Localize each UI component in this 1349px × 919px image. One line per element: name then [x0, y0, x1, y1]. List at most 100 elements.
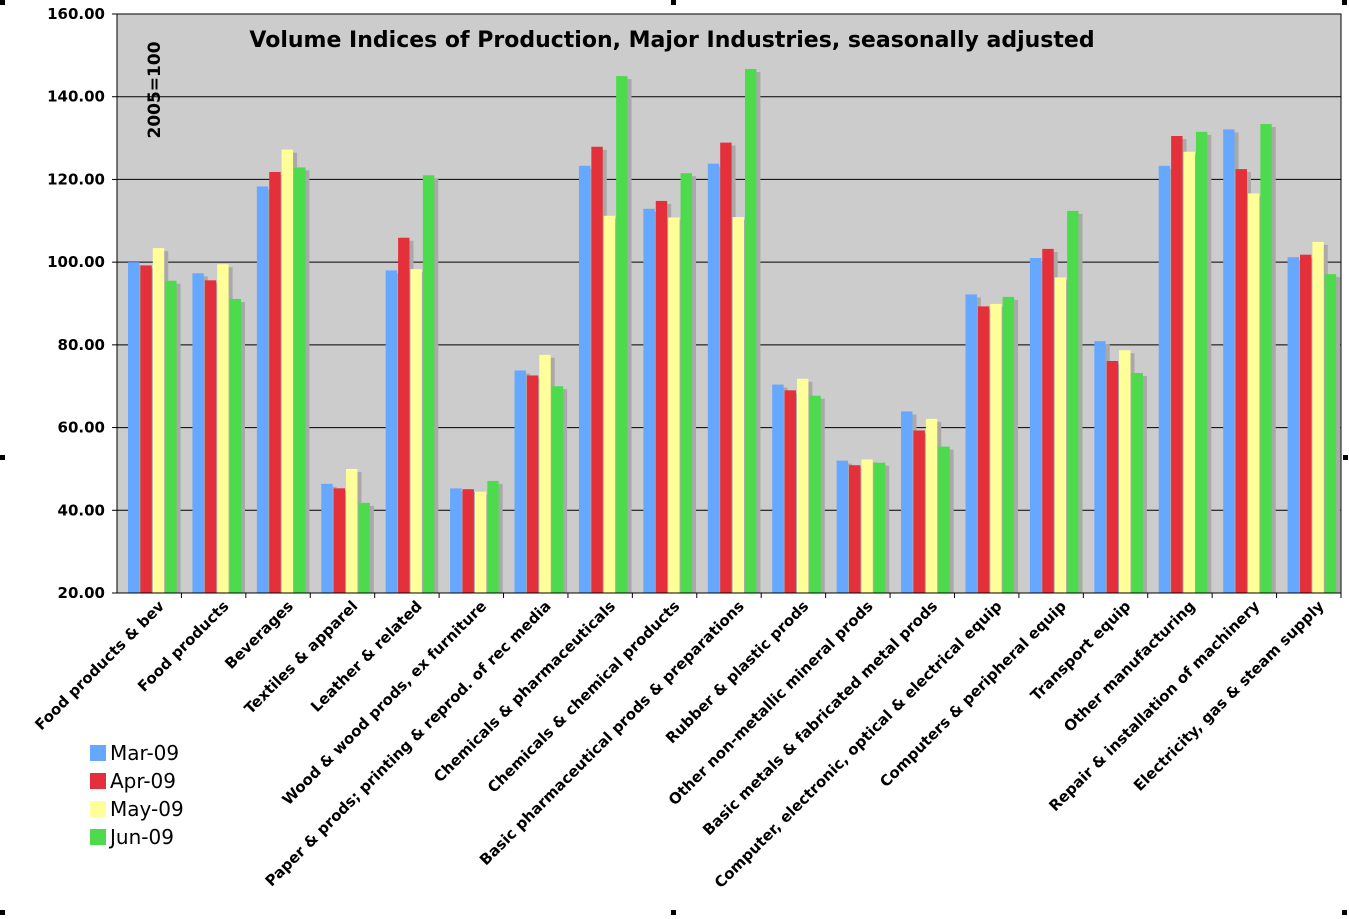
bar — [474, 491, 487, 593]
bar — [450, 488, 462, 593]
bar — [398, 237, 410, 594]
bar — [1312, 241, 1324, 593]
y-tick-label: 100.00 — [47, 253, 105, 271]
bar — [809, 395, 821, 593]
legend-label: Apr-09 — [110, 769, 176, 793]
bar — [603, 215, 616, 593]
x-category-label: Other manufacturing — [1060, 597, 1198, 735]
bar — [668, 217, 680, 593]
bar — [1119, 350, 1131, 593]
legend-swatch — [90, 773, 106, 789]
bar — [422, 175, 435, 594]
bar — [281, 149, 294, 593]
corner-mark — [0, 455, 5, 460]
bars — [128, 69, 1337, 594]
legend-swatch — [90, 745, 106, 761]
corner-mark — [671, 0, 676, 5]
bar — [720, 142, 732, 593]
bar — [707, 163, 720, 593]
y-axis-ticks: 20.00 40.00 60.00 80.00 100.00 120.00 140.00 16… — [47, 5, 117, 602]
bar — [680, 173, 692, 593]
y-axis-label: 2005=100 — [145, 41, 165, 138]
bar — [990, 303, 1002, 593]
y-tick-label: 60.00 — [58, 419, 105, 437]
bar — [1158, 165, 1171, 594]
y-tick-label: 140.00 — [47, 88, 105, 106]
x-category-label: Food products & bev — [31, 597, 168, 734]
bar — [925, 418, 938, 593]
bar — [294, 167, 306, 593]
bar — [861, 459, 873, 593]
y-tick-label: 120.00 — [47, 170, 105, 188]
y-tick-label: 80.00 — [58, 336, 105, 354]
legend-swatch — [90, 801, 106, 817]
bar — [836, 460, 849, 593]
corner-mark — [0, 0, 5, 5]
chart-title: Volume Indices of Production, Major Indu… — [249, 28, 1094, 53]
bar — [1106, 360, 1119, 593]
bar — [192, 273, 204, 593]
bar — [1094, 341, 1106, 593]
bar — [913, 430, 925, 593]
bar — [1195, 131, 1208, 593]
corner-mark — [1342, 0, 1347, 5]
bar — [797, 378, 809, 593]
bar — [1223, 129, 1235, 594]
bar — [358, 502, 370, 593]
bar — [643, 208, 655, 593]
bar — [1054, 277, 1067, 593]
bar — [140, 265, 152, 593]
bar — [1042, 248, 1054, 593]
y-tick-label: 20.00 — [58, 584, 105, 602]
bar — [732, 217, 744, 593]
corner-mark — [1342, 910, 1347, 915]
bar — [784, 390, 797, 593]
bar — [526, 375, 539, 593]
corner-mark — [671, 910, 676, 915]
bar — [578, 165, 591, 594]
bar — [1183, 151, 1195, 593]
bar — [1131, 372, 1143, 593]
bar — [256, 186, 269, 593]
bar — [333, 488, 346, 593]
y-tick-label: 160.00 — [47, 5, 105, 23]
bar — [165, 280, 177, 593]
x-category-label: Textiles & apparel — [241, 597, 362, 718]
bar — [772, 384, 784, 593]
legend-label: May-09 — [110, 797, 184, 821]
plot-border — [116, 13, 1342, 594]
bar — [204, 280, 217, 593]
bar — [965, 294, 977, 593]
bar — [269, 171, 281, 593]
legend-swatch — [90, 829, 106, 845]
bar — [346, 468, 358, 593]
bar — [1299, 254, 1312, 593]
bar — [410, 269, 422, 593]
legend-label: Mar-09 — [110, 741, 179, 765]
bar — [551, 386, 564, 593]
bar — [217, 264, 229, 593]
bar — [321, 483, 333, 593]
bar — [1260, 124, 1272, 593]
bar — [938, 446, 950, 593]
bar — [591, 146, 603, 594]
bar — [849, 465, 861, 593]
bar — [873, 462, 886, 593]
x-category-label: Leather & related — [307, 597, 426, 716]
y-tick-label: 40.00 — [58, 501, 105, 519]
bar — [616, 76, 628, 594]
bar — [539, 354, 551, 593]
bar — [1171, 136, 1183, 593]
bar — [1324, 274, 1337, 593]
bar — [229, 298, 242, 593]
bar — [385, 270, 398, 593]
bar — [1029, 258, 1042, 593]
bar — [977, 306, 990, 593]
legend: Mar-09 Apr-09 May-09 Jun-09 — [90, 741, 184, 849]
bar — [462, 489, 474, 593]
legend-label: Jun-09 — [108, 825, 174, 849]
bar — [744, 69, 757, 593]
